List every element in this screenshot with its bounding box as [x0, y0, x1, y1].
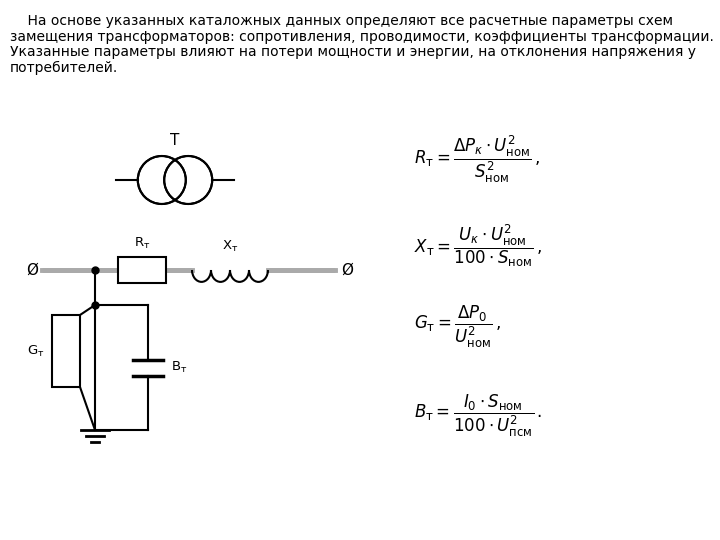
Text: T: T	[171, 133, 180, 148]
FancyBboxPatch shape	[118, 257, 166, 283]
Text: $X_{\mathrm{т}} = \dfrac{U_{\kappa} \cdot U_{\mathrm{ном}}^{2}}{100 \cdot S_{\ma: $X_{\mathrm{т}} = \dfrac{U_{\kappa} \cdo…	[414, 222, 542, 269]
Text: замещения трансформаторов: сопротивления, проводимости, коэффициенты трансформац: замещения трансформаторов: сопротивления…	[10, 30, 714, 44]
Text: На основе указанных каталожных данных определяют все расчетные параметры схем: На основе указанных каталожных данных оп…	[10, 14, 673, 28]
Circle shape	[164, 156, 212, 204]
Text: Указанные параметры влияют на потери мощности и энергии, на отклонения напряжени: Указанные параметры влияют на потери мощ…	[10, 45, 696, 59]
Text: потребителей.: потребителей.	[10, 60, 118, 75]
Text: $R_{\mathrm{т}} = \dfrac{\Delta P_{\kappa} \cdot U_{\mathrm{ном}}^{2}}{S_{\mathr: $R_{\mathrm{т}} = \dfrac{\Delta P_{\kapp…	[414, 133, 541, 185]
FancyBboxPatch shape	[52, 315, 80, 387]
Text: G$_{\rm т}$: G$_{\rm т}$	[27, 343, 45, 359]
Text: $B_{\mathrm{т}} = \dfrac{I_{0} \cdot S_{\mathrm{ном}}}{100 \cdot U_{\mathrm{псм}: $B_{\mathrm{т}} = \dfrac{I_{0} \cdot S_{…	[414, 393, 542, 439]
Text: Ø: Ø	[341, 262, 353, 278]
Text: B$_{\rm т}$: B$_{\rm т}$	[171, 360, 187, 375]
Text: $G_{\mathrm{т}} = \dfrac{\Delta P_{0}}{U_{\mathrm{ном}}^{2}}\,,$: $G_{\mathrm{т}} = \dfrac{\Delta P_{0}}{U…	[414, 303, 501, 350]
Text: X$_{\rm т}$: X$_{\rm т}$	[222, 239, 238, 254]
Text: Ø: Ø	[26, 262, 38, 278]
Circle shape	[138, 156, 186, 204]
Text: R$_{\rm т}$: R$_{\rm т}$	[134, 236, 150, 251]
